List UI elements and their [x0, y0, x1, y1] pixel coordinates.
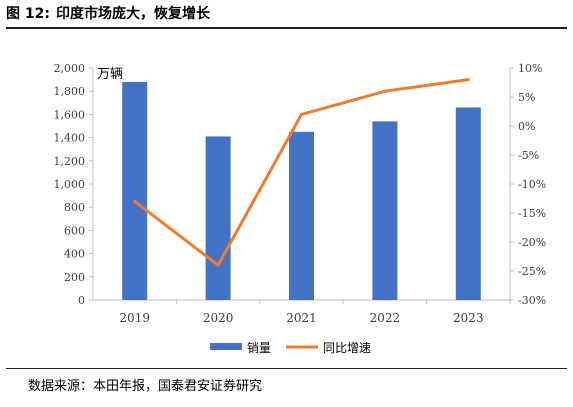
line-point-2019 — [133, 199, 137, 203]
bar-2021 — [289, 131, 314, 300]
left-tick-label: 2,000 — [54, 62, 86, 75]
left-tick-label: 200 — [64, 271, 85, 284]
left-tick-label: 1,600 — [54, 108, 86, 121]
x-tick-label: 2022 — [370, 311, 401, 325]
left-tick-label: 1,400 — [54, 132, 86, 145]
right-tick-label: -10% — [518, 178, 546, 191]
source-rule — [6, 368, 567, 369]
right-tick-label: 5% — [518, 91, 535, 104]
right-tick-label: 10% — [518, 62, 542, 75]
left-axis-unit: 万辆 — [97, 67, 123, 82]
bar-2023 — [455, 107, 481, 300]
left-tick-label: 1,800 — [54, 85, 86, 98]
right-tick-label: -25% — [518, 265, 546, 278]
bar-2022 — [372, 121, 398, 300]
line-point-2022 — [383, 89, 387, 93]
legend-swatch-bar — [210, 343, 242, 350]
title-rule — [6, 27, 567, 29]
legend-label-line: 同比增速 — [323, 341, 371, 355]
right-tick-label: -20% — [518, 236, 546, 249]
x-tick-label: 2020 — [203, 311, 234, 325]
figure-title: 图 12: 印度市场庞大，恢复增长 — [6, 4, 216, 24]
left-tick-label: 0 — [78, 294, 85, 307]
right-tick-label: 0% — [518, 120, 535, 133]
figure-title-text: 印度市场庞大，恢复增长 — [55, 6, 210, 22]
right-tick-label: -15% — [518, 207, 546, 220]
left-tick-label: 600 — [64, 224, 85, 237]
bar-2019 — [122, 81, 148, 300]
left-tick-label: 1,000 — [54, 178, 86, 191]
line-point-2021 — [300, 112, 303, 116]
right-tick-label: -5% — [518, 149, 539, 162]
x-tick-label: 2021 — [286, 311, 317, 325]
legend-label-bar: 销量 — [247, 341, 271, 355]
left-tick-label: 400 — [64, 248, 85, 261]
left-tick-label: 1,200 — [54, 155, 86, 168]
right-tick-label: -30% — [518, 294, 546, 307]
line-point-2023 — [466, 78, 470, 82]
x-tick-label: 2019 — [119, 311, 150, 325]
figure-label: 图 12: — [6, 6, 50, 22]
bar-2020 — [205, 136, 231, 300]
source-note: 数据来源：本田年报，国泰君安证券研究 — [28, 379, 263, 394]
line-point-2020 — [216, 263, 220, 267]
x-tick-label: 2023 — [453, 311, 484, 325]
left-tick-label: 800 — [64, 201, 85, 214]
